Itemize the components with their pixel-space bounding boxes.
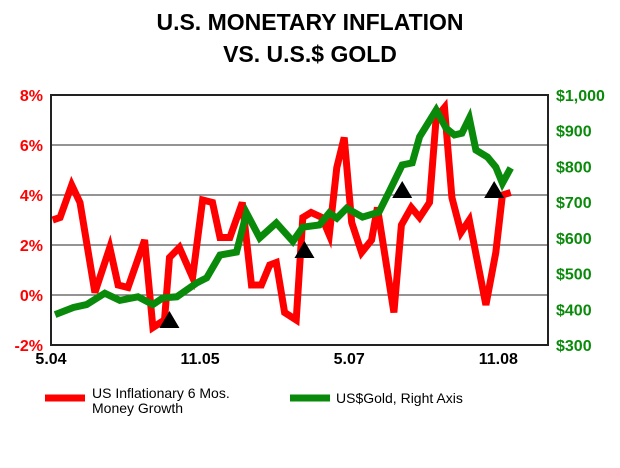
x-tick-label: 5.07 [334, 351, 365, 368]
x-tick-label: 5.04 [35, 351, 66, 368]
y-left-tick-label: 2% [20, 238, 43, 255]
y-right-tick-label: $400 [556, 302, 592, 319]
chart-title-line-1: U.S. MONETARY INFLATION [156, 9, 463, 35]
y-right-tick-label: $1,000 [556, 88, 605, 105]
legend: US Inflationary 6 Mos. Money Growth US$G… [45, 385, 463, 416]
x-tick-label: 11.08 [479, 351, 518, 368]
y-left-tick-label: 8% [20, 88, 43, 105]
y-left-tick-label: 0% [20, 288, 43, 305]
y-left-tick-label: 6% [20, 138, 43, 155]
y-right-tick-label: $700 [556, 195, 592, 212]
y-left-tick-label: 4% [20, 188, 43, 205]
y-right-tick-label: $800 [556, 159, 592, 176]
x-tick-label: 11.05 [181, 351, 220, 368]
y-right-tick-label: $900 [556, 124, 592, 141]
y-right-tick-label: $300 [556, 338, 592, 355]
chart-title-line-2: VS. U.S.$ GOLD [223, 41, 397, 67]
legend-label-inflation-1: US Inflationary 6 Mos. [92, 385, 230, 401]
y-right-tick-label: $500 [556, 267, 592, 284]
y-right-tick-label: $600 [556, 231, 592, 248]
legend-label-gold: US$Gold, Right Axis [336, 390, 463, 406]
legend-label-inflation-2: Money Growth [92, 400, 183, 416]
